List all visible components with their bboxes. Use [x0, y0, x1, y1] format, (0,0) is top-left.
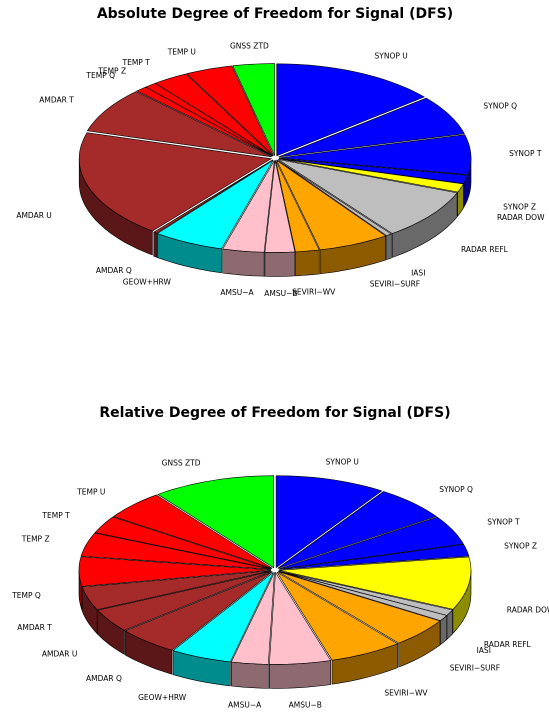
chart-title: Absolute Degree of Freedom for Signal (D…: [97, 6, 453, 22]
slice-side: [222, 248, 265, 277]
slice: [112, 494, 273, 569]
slice-label: RADAR REFL: [484, 640, 532, 649]
slice: [232, 63, 275, 156]
slice: [268, 571, 332, 665]
slice-side: [295, 249, 320, 277]
slice: [94, 516, 272, 570]
slice: [222, 160, 275, 253]
slice: [78, 556, 272, 587]
slice: [153, 159, 273, 234]
slice-label: AMDAR U: [42, 649, 77, 658]
slice-label: SEVIRI−SURF: [450, 664, 500, 673]
slice-label: TEMP Z: [97, 66, 126, 75]
slice: [86, 91, 272, 158]
slice: [277, 491, 438, 569]
slice: [172, 571, 274, 663]
slice-label: GNSS ZTD: [230, 41, 269, 50]
slice: [276, 571, 399, 661]
slice-label: IASI: [411, 268, 425, 277]
slice: [277, 571, 441, 644]
slice-label: RADAR REFL: [461, 245, 509, 254]
slice: [278, 556, 472, 610]
slice-side: [153, 231, 157, 258]
slice: [278, 544, 470, 570]
slice: [124, 571, 273, 651]
slice-label: TEMP Z: [21, 535, 50, 544]
slice-side: [386, 233, 392, 261]
slice-label: SEVIRI−WV: [292, 288, 336, 297]
slice: [278, 97, 465, 158]
slice: [278, 516, 464, 570]
slice: [186, 65, 274, 156]
slice-label: SYNOP Q: [439, 485, 473, 494]
slice-label: AMDAR Q: [86, 674, 122, 683]
slice-label: SYNOP T: [509, 149, 542, 158]
slice: [278, 159, 458, 234]
chart-title: Relative Degree of Freedom for Signal (D…: [99, 405, 450, 421]
slice-label: TEMP Q: [85, 71, 115, 80]
slice: [230, 572, 275, 665]
slice: [157, 475, 274, 569]
slice-label: TEMP Q: [11, 591, 41, 600]
slice: [264, 160, 296, 253]
slice: [277, 159, 392, 236]
slice: [80, 532, 272, 570]
slice: [154, 73, 274, 157]
slice-label: RADAR DOW: [497, 213, 545, 222]
slice-label: SYNOP U: [326, 458, 359, 467]
slice-label: SEVIRI−WV: [384, 688, 428, 697]
slice-label: AMDAR T: [17, 623, 52, 632]
slice-label: AMSU−B: [289, 700, 322, 709]
slice: [275, 159, 387, 251]
slice-label: SYNOP Z: [504, 542, 537, 551]
slice-label: SEVIRI−SURF: [370, 280, 420, 289]
slice-label: GNSS ZTD: [162, 459, 201, 468]
slice: [278, 570, 448, 621]
slice: [278, 134, 472, 176]
slice-label: AMDAR U: [16, 211, 51, 220]
slice-side: [269, 660, 331, 689]
slice-label: AMDAR Q: [96, 266, 132, 275]
slice: [97, 571, 272, 631]
slice-label: SYNOP T: [487, 518, 520, 527]
slice-label: SYNOP Z: [503, 203, 536, 212]
slice: [78, 132, 273, 232]
slice-label: SYNOP Q: [483, 102, 517, 111]
slice-label: IASI: [477, 646, 491, 655]
slice-label: AMSU−B: [264, 289, 297, 298]
slice-label: TEMP U: [167, 47, 196, 56]
slice-label: RADAR DOW: [507, 605, 549, 614]
slice-label: GEOW+HRW: [138, 693, 187, 702]
slice-label: AMSU−A: [220, 288, 254, 297]
slice-label: TEMP T: [41, 511, 70, 520]
slice: [275, 475, 383, 569]
slice-label: TEMP T: [122, 58, 151, 67]
slice: [275, 160, 320, 253]
slice-side: [264, 251, 296, 277]
slice-label: GEOW+HRW: [123, 278, 172, 287]
slice-side: [231, 661, 269, 689]
slice-label: SYNOP U: [375, 51, 408, 60]
slice-label: AMDAR T: [39, 96, 74, 105]
slice: [276, 63, 425, 157]
slice-label: AMSU−A: [228, 700, 262, 709]
slice-label: TEMP U: [76, 488, 105, 497]
slice: [81, 570, 272, 611]
slice: [278, 158, 465, 193]
slice: [156, 159, 274, 250]
